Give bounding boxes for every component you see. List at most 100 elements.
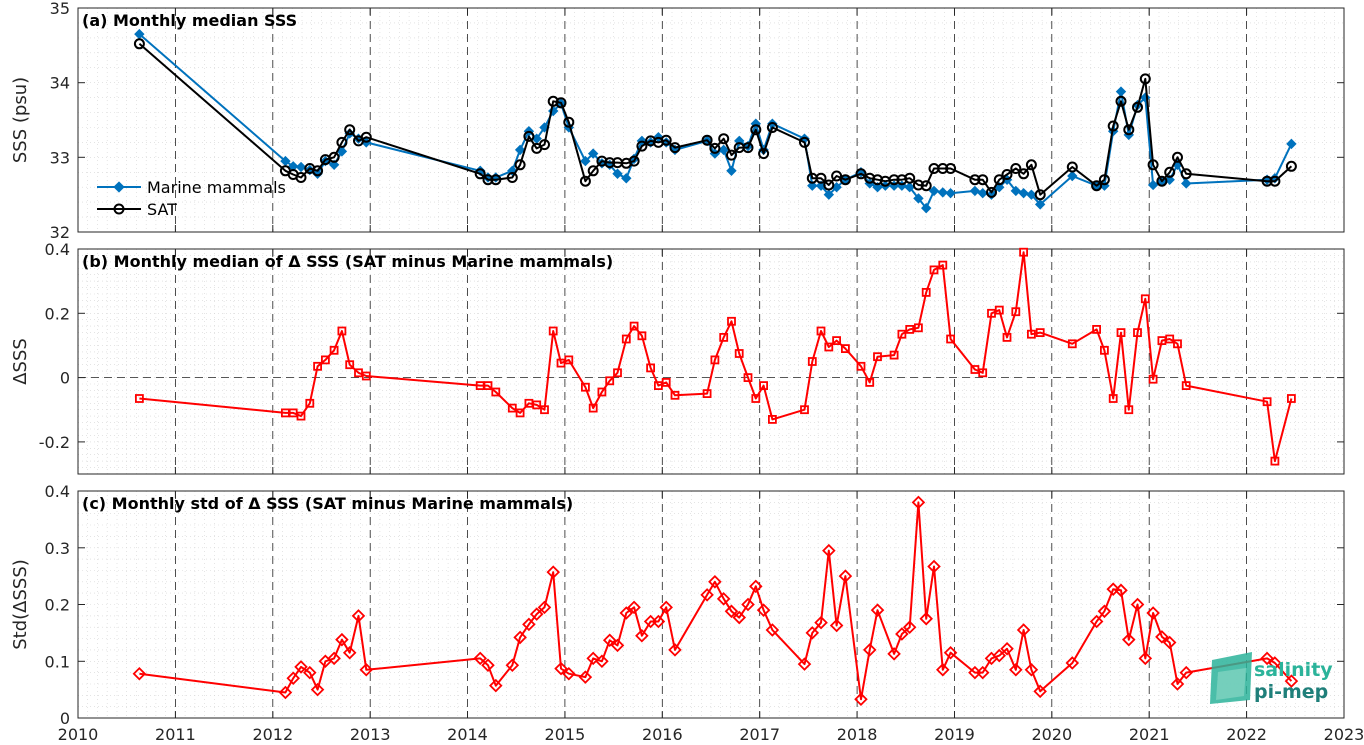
- data-point: [1140, 294, 1150, 304]
- data-point: [822, 543, 836, 558]
- data-point: [1268, 656, 1282, 670]
- data-point: [587, 148, 599, 159]
- data-point: [628, 155, 640, 167]
- data-point: [522, 617, 536, 632]
- logo-shape-inner-icon: [1216, 668, 1246, 700]
- data-point: [978, 368, 988, 378]
- panel-c: 0 0.1 0.2 0.3 0.4 2010 2011 2012 2013 2014 2015 201…: [10, 482, 1364, 744]
- data-point: [1155, 630, 1169, 644]
- data-point: [1108, 394, 1118, 403]
- panel-title: (a) Monthly median SSS: [82, 11, 297, 30]
- data-point: [938, 260, 948, 270]
- data-point: [481, 658, 495, 672]
- legend-marker-marine-mammals: [113, 181, 125, 193]
- data-point: [1124, 405, 1134, 415]
- data-point: [897, 329, 907, 339]
- data-point: [743, 373, 753, 383]
- data-point: [1285, 160, 1297, 172]
- data-point: [329, 345, 339, 355]
- data-point: [1091, 180, 1103, 192]
- data-point: [750, 118, 762, 129]
- data-point: [513, 630, 527, 645]
- data-point: [1146, 606, 1160, 620]
- data-point: [1262, 397, 1272, 407]
- x-tick-label: 2020: [1031, 725, 1072, 744]
- data-point: [1100, 345, 1109, 355]
- data-point: [660, 134, 672, 146]
- data-point: [889, 350, 899, 360]
- data-point: [562, 666, 576, 681]
- data-point: [278, 685, 293, 700]
- data-point: [716, 592, 731, 606]
- data-point: [586, 651, 600, 666]
- y-tick-label: 32: [50, 223, 70, 242]
- data-point: [969, 185, 981, 197]
- data-point: [670, 390, 680, 400]
- data-point: [474, 168, 486, 180]
- data-point: [929, 265, 939, 275]
- data-point: [610, 638, 625, 653]
- data-point: [1269, 175, 1281, 187]
- data-point: [604, 157, 616, 169]
- data-point: [637, 331, 647, 341]
- data-point: [807, 357, 817, 366]
- data-point: [750, 124, 762, 136]
- data-point: [320, 355, 330, 365]
- data-point: [1010, 163, 1022, 174]
- data-point: [718, 133, 730, 145]
- data-point: [724, 604, 739, 619]
- data-point: [1286, 138, 1297, 150]
- data-point: [805, 626, 820, 640]
- data-point: [579, 175, 591, 187]
- data-point: [815, 172, 827, 184]
- data-point: [627, 600, 641, 615]
- data-point: [597, 387, 607, 397]
- data-point: [1138, 651, 1153, 666]
- y-tick-label: 35: [50, 0, 70, 18]
- data-point: [945, 187, 956, 199]
- data-point: [854, 692, 868, 707]
- data-point: [911, 495, 926, 510]
- data-point: [823, 189, 835, 200]
- data-point: [718, 144, 729, 156]
- data-point: [344, 124, 356, 136]
- x-tick-label: 2018: [837, 725, 878, 744]
- data-point: [1009, 662, 1023, 677]
- data-point: [1180, 168, 1192, 180]
- y-tick-label: 0.2: [45, 304, 70, 323]
- data-point: [751, 394, 761, 403]
- data-point: [1115, 86, 1127, 97]
- data-point: [295, 161, 307, 173]
- data-point: [1173, 339, 1182, 349]
- data-point: [1024, 662, 1039, 677]
- data-point: [1018, 187, 1029, 199]
- data-point: [491, 387, 501, 397]
- data-point: [904, 172, 916, 184]
- data-point: [913, 193, 924, 204]
- data-point: [1164, 166, 1176, 178]
- y-tick-label: 0: [60, 369, 70, 388]
- series-line: [138, 43, 1293, 196]
- data-point: [629, 321, 639, 331]
- data-point: [969, 174, 981, 186]
- data-point: [832, 336, 841, 346]
- x-tick-label: 2019: [934, 725, 975, 744]
- data-point: [865, 377, 875, 387]
- data-point: [587, 165, 599, 177]
- data-point: [563, 116, 575, 128]
- data-point: [914, 323, 923, 333]
- data-point: [975, 665, 990, 680]
- data-point: [919, 611, 933, 626]
- data-point: [994, 305, 1004, 315]
- data-point: [937, 163, 949, 174]
- data-point: [759, 381, 768, 391]
- data-point: [841, 344, 850, 354]
- data-point: [506, 172, 518, 183]
- data-point: [734, 349, 744, 358]
- data-point: [1115, 95, 1127, 107]
- data-point: [621, 173, 632, 184]
- data-point: [613, 368, 622, 378]
- data-point: [766, 122, 778, 133]
- data-point: [619, 606, 634, 620]
